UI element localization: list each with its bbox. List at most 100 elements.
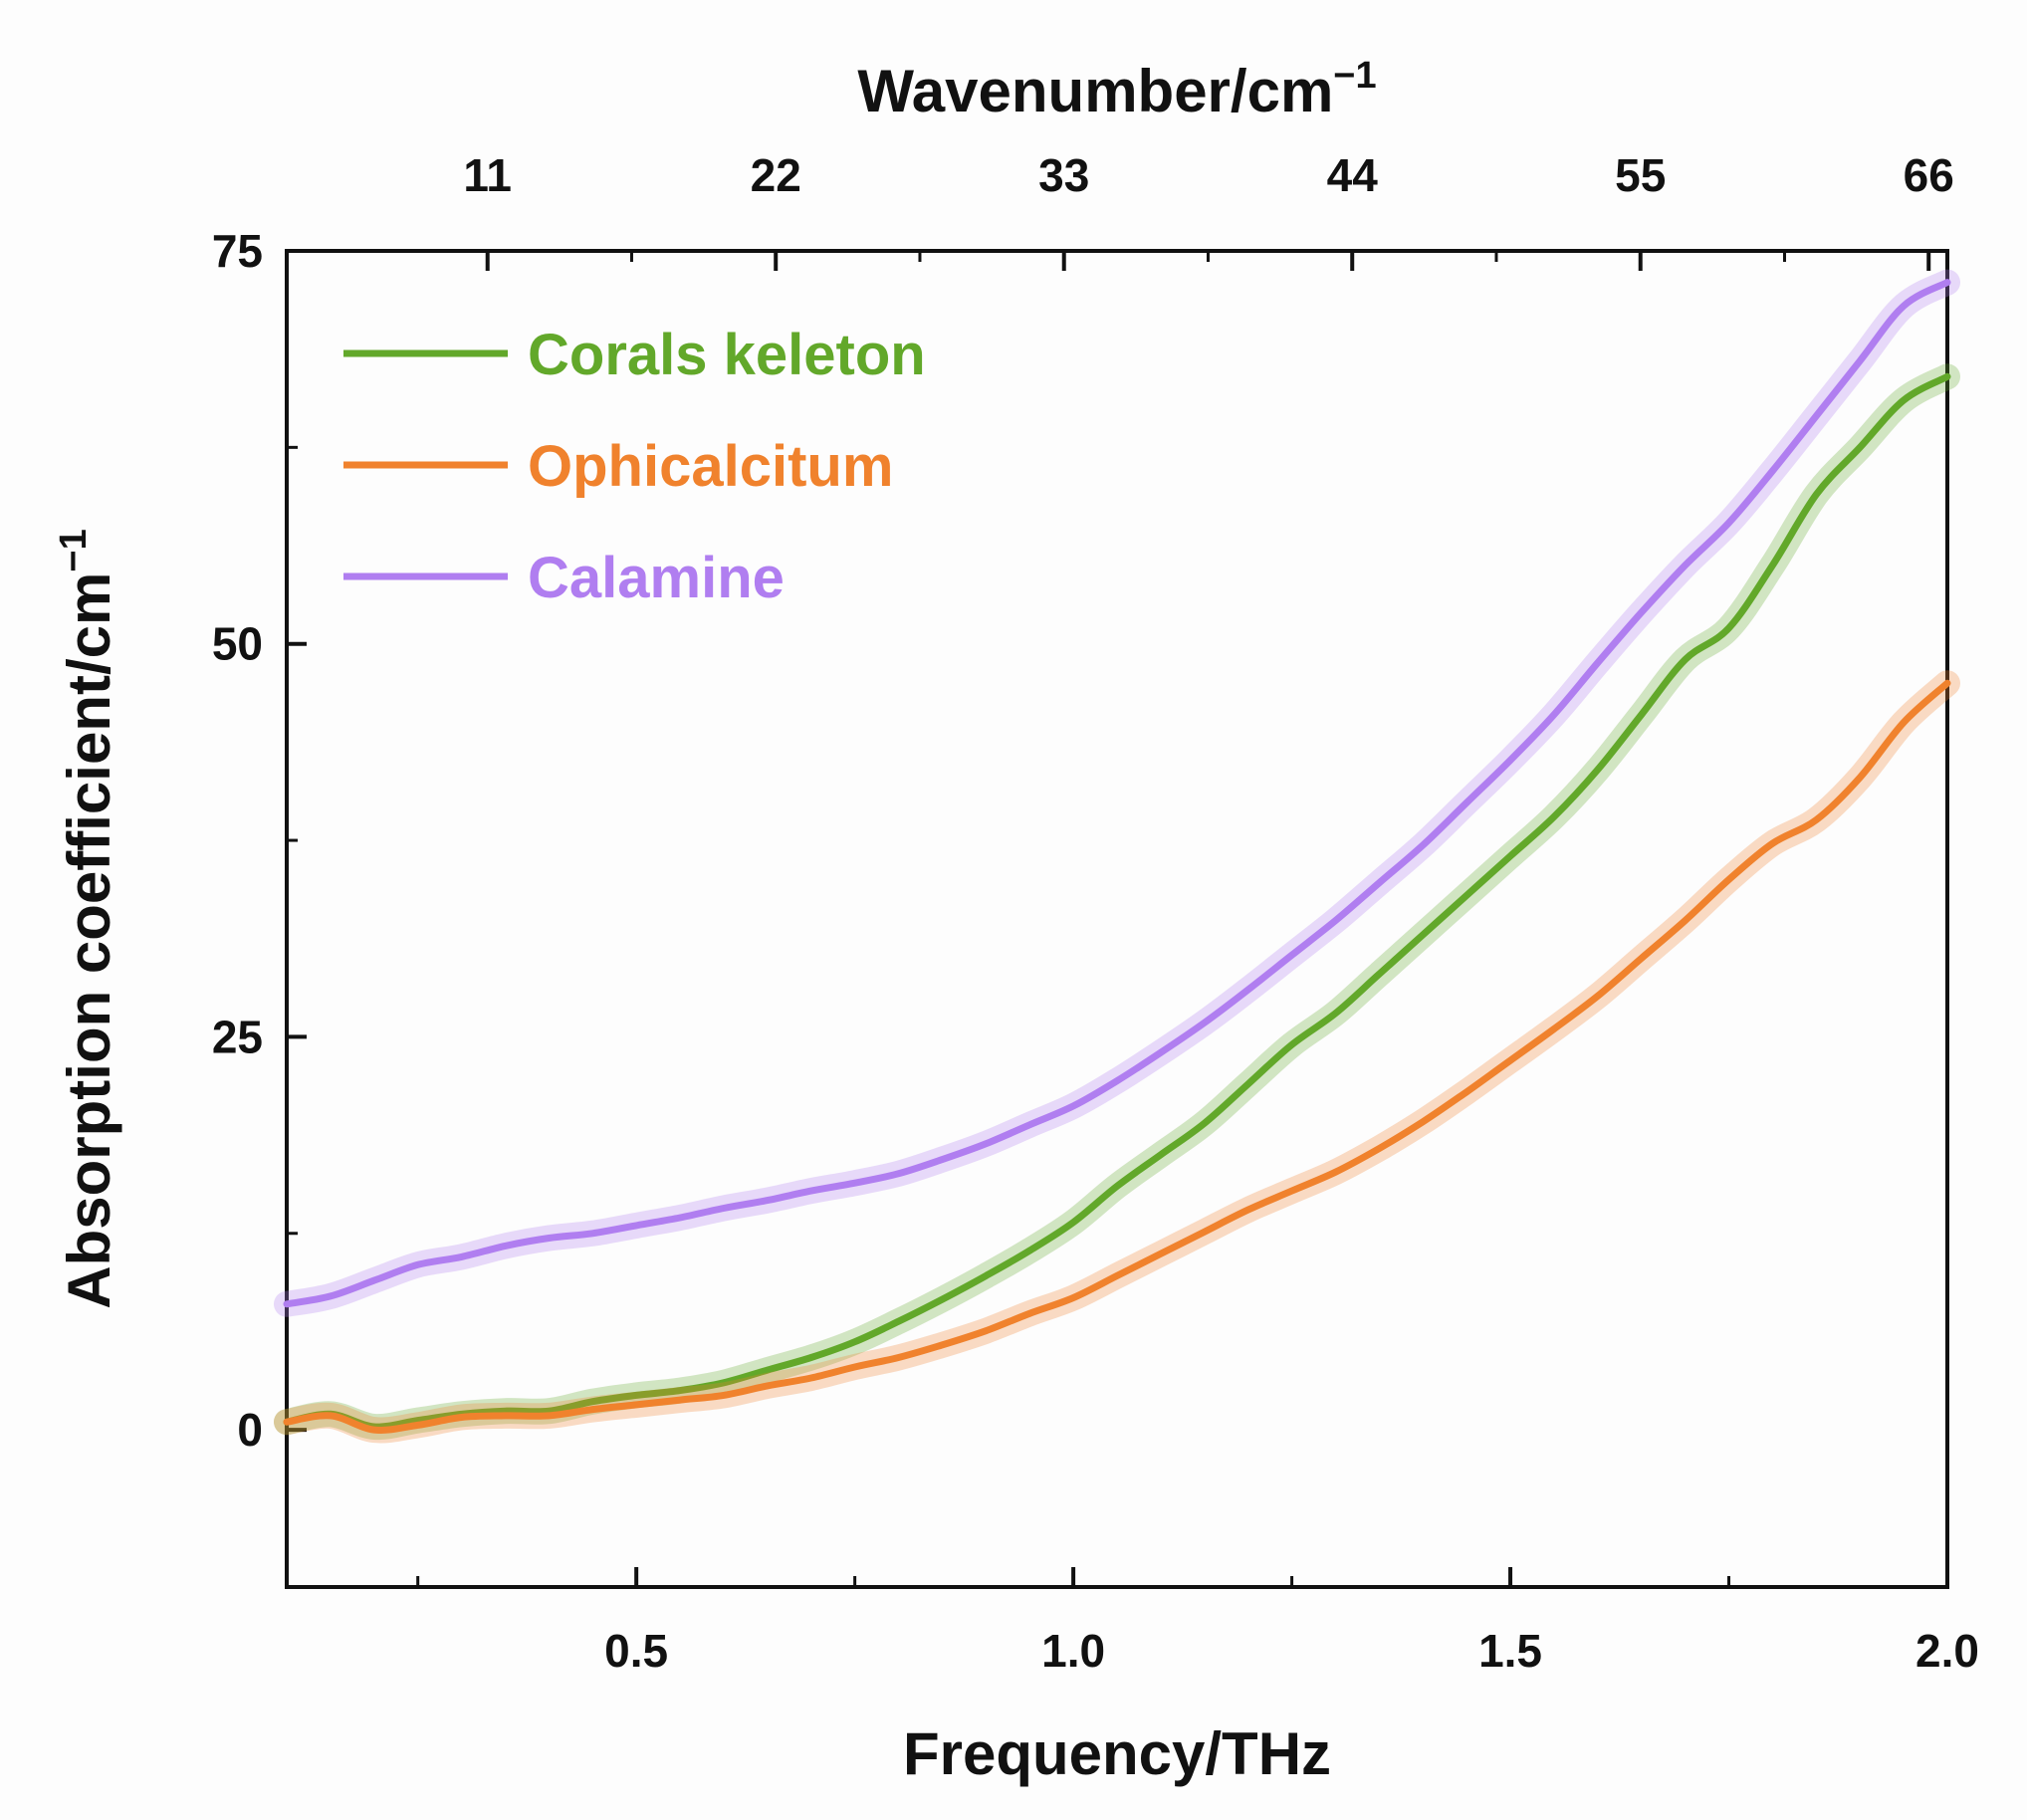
data-point — [1641, 957, 1643, 959]
series-ophicalcitum — [274, 670, 1960, 1444]
data-point — [1597, 995, 1599, 997]
data-point — [853, 1341, 855, 1343]
data-point — [1334, 1171, 1336, 1173]
y-axis-title-main: Absorption coefficient/cm — [56, 572, 122, 1309]
data-point — [1116, 1185, 1118, 1187]
data-point — [1815, 494, 1817, 496]
data-point — [1553, 714, 1555, 716]
data-point — [504, 1415, 506, 1417]
data-point — [767, 1369, 769, 1371]
data-point — [1946, 375, 1948, 377]
data-point — [1160, 1154, 1162, 1156]
series-line — [283, 279, 1951, 1308]
data-point — [1116, 1274, 1118, 1276]
legend-label: Corals keleton — [528, 323, 926, 387]
x2-tick-label: 33 — [1038, 149, 1089, 201]
data-point — [679, 1217, 681, 1219]
data-point — [941, 1344, 943, 1346]
data-point — [1422, 934, 1424, 936]
x2-axis-title-sup: −1 — [1333, 55, 1376, 97]
data-point — [1859, 446, 1861, 448]
x2-tick-label: 44 — [1327, 149, 1379, 201]
data-point — [1422, 1120, 1424, 1122]
data-point — [330, 1295, 332, 1297]
data-point — [1465, 801, 1467, 803]
data-point — [1684, 919, 1686, 921]
data-point — [1903, 305, 1905, 307]
data-point — [1641, 611, 1643, 613]
legend: Corals keleton Ophicalcitum Calamine — [343, 323, 926, 610]
data-point — [1815, 415, 1817, 417]
data-point — [723, 1207, 725, 1209]
data-point — [373, 1429, 375, 1431]
y-axis-title-sup: −1 — [53, 529, 95, 571]
x-tick-label: 1.0 — [1041, 1625, 1105, 1677]
data-point — [1290, 1190, 1292, 1192]
data-point — [286, 1421, 288, 1423]
data-point — [1204, 1022, 1206, 1024]
data-point — [1028, 1312, 1030, 1314]
data-point — [1727, 878, 1729, 880]
data-point — [1160, 1051, 1162, 1053]
data-point — [1509, 1059, 1511, 1061]
data-point — [1815, 818, 1817, 820]
ticks-layer: 0.5 1.0 1.5 2.0 0 25 50 75 11 22 33 44 55 66 — [212, 149, 1979, 1677]
y-tick-label: 25 — [212, 1011, 263, 1062]
data-point — [460, 1255, 462, 1257]
data-point — [1246, 1083, 1248, 1085]
data-point — [1204, 1122, 1206, 1124]
data-point — [548, 1415, 550, 1417]
data-point — [1684, 565, 1686, 567]
data-point — [985, 1274, 987, 1276]
x-axis-title: Frequency/THz — [903, 1720, 1331, 1787]
data-point — [1641, 714, 1643, 716]
data-point — [1116, 1079, 1118, 1081]
data-point — [1072, 1105, 1074, 1107]
data-point — [591, 1408, 593, 1410]
data-point — [591, 1233, 593, 1235]
data-point — [416, 1263, 418, 1265]
data-point — [1465, 894, 1467, 896]
data-point — [1072, 1222, 1074, 1224]
data-point — [1553, 1027, 1555, 1029]
data-point — [1771, 842, 1773, 844]
data-point — [941, 1158, 943, 1160]
data-point — [1072, 1296, 1074, 1298]
data-point — [810, 1377, 812, 1379]
data-point — [635, 1404, 637, 1406]
data-point — [1334, 1013, 1336, 1015]
data-point — [767, 1199, 769, 1201]
data-point — [897, 1173, 899, 1175]
data-point — [1378, 973, 1380, 975]
legend-label: Ophicalcitum — [528, 434, 893, 499]
data-point — [330, 1415, 332, 1417]
series-line — [283, 372, 1951, 1431]
x-tick-label: 2.0 — [1915, 1625, 1979, 1677]
data-point — [1903, 399, 1905, 401]
data-point — [1727, 522, 1729, 524]
data-point — [897, 1320, 899, 1322]
data-point — [1378, 1147, 1380, 1149]
series-line — [283, 679, 1951, 1434]
data-point — [460, 1416, 462, 1418]
x2-axis-title-main: Wavenumber/cm — [857, 58, 1333, 124]
data-point — [679, 1399, 681, 1401]
data-point — [1553, 815, 1555, 817]
data-point — [1509, 759, 1511, 761]
data-point — [723, 1394, 725, 1396]
data-point — [548, 1237, 550, 1239]
x2-tick-label: 22 — [751, 149, 801, 201]
data-point — [853, 1366, 855, 1368]
series-corals-keleton — [274, 363, 1960, 1441]
data-point — [1290, 954, 1292, 956]
data-point — [1204, 1231, 1206, 1233]
data-point — [1246, 989, 1248, 991]
data-point — [1859, 359, 1861, 361]
series-layer — [274, 269, 1960, 1444]
y-tick-label: 0 — [237, 1404, 263, 1456]
data-point — [373, 1279, 375, 1281]
data-point — [1859, 777, 1861, 779]
data-point — [941, 1298, 943, 1300]
data-point — [1771, 470, 1773, 472]
